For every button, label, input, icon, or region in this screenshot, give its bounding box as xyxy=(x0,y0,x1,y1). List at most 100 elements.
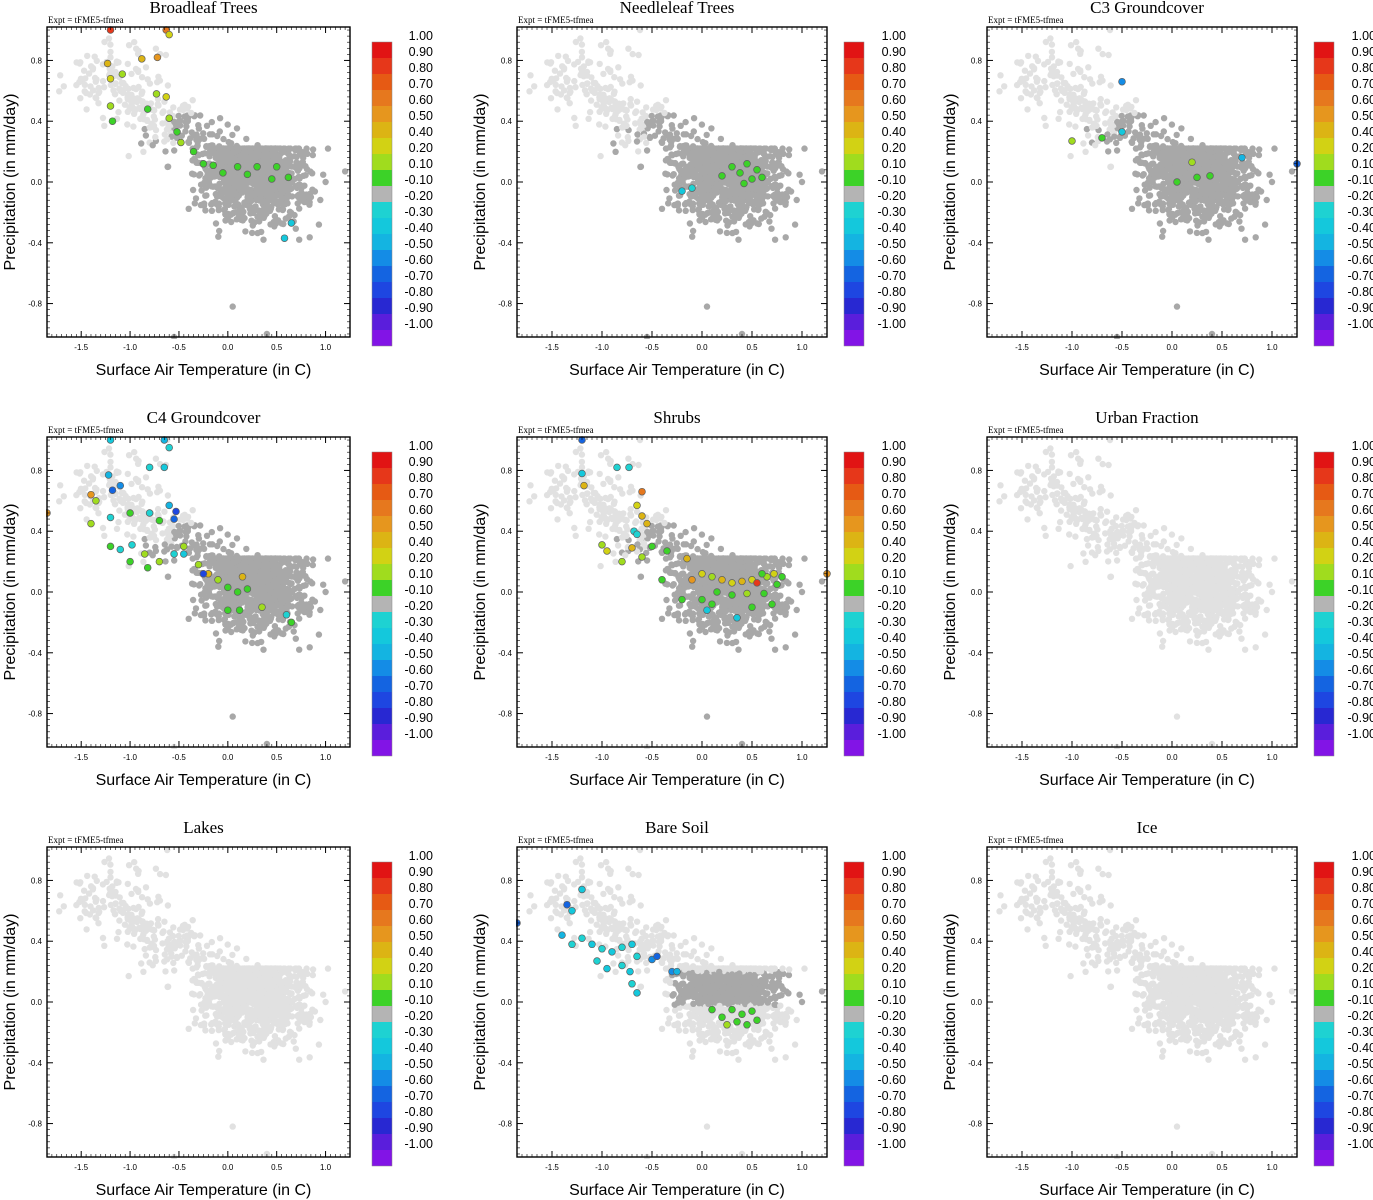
scatter-point xyxy=(81,81,89,89)
x-tick-label: 1.0 xyxy=(1266,343,1278,352)
scatter-point xyxy=(284,194,291,201)
scatter-point xyxy=(189,97,196,104)
highlight-point xyxy=(106,74,115,83)
scatter-point xyxy=(729,229,736,237)
scatter-point xyxy=(694,135,701,143)
scatter-point xyxy=(133,45,140,52)
scatter-point xyxy=(632,109,639,117)
scatter-point xyxy=(1041,77,1048,85)
scatter-point xyxy=(602,123,609,130)
scatter-point xyxy=(1059,87,1066,95)
scatter-point xyxy=(716,228,724,235)
scatter-point xyxy=(585,115,592,123)
scatter-point xyxy=(1231,169,1239,177)
colorbar-swatch xyxy=(1314,266,1334,282)
colorbar-swatch xyxy=(844,58,864,74)
scatter-point xyxy=(1268,178,1276,186)
scatter-point xyxy=(284,160,291,168)
scatter-point xyxy=(674,200,682,207)
scatter-point xyxy=(230,180,238,187)
scatter-point xyxy=(107,41,114,48)
scatter-point xyxy=(140,148,147,155)
scatter-point xyxy=(1113,139,1120,147)
scatter-point xyxy=(1218,220,1225,227)
scatter-point xyxy=(759,185,766,193)
scatter-point xyxy=(1195,163,1202,170)
x-tick-label: -1.0 xyxy=(595,343,609,352)
scatter-point xyxy=(221,178,228,185)
scatter-point xyxy=(60,83,67,90)
scatter-point xyxy=(296,236,303,243)
colorbar-swatch xyxy=(372,138,392,154)
scatter-point xyxy=(1013,81,1021,89)
scatter-point xyxy=(1241,236,1249,243)
scatter-point xyxy=(705,180,712,187)
scatter-point xyxy=(1053,90,1060,98)
scatter-point xyxy=(1249,145,1256,152)
scatter-point xyxy=(295,145,303,152)
scatter-point xyxy=(1070,70,1077,78)
scatter-point xyxy=(649,106,657,113)
scatter-point xyxy=(234,192,242,199)
colorbar-swatch xyxy=(1314,282,1334,298)
scatter-point xyxy=(252,173,259,180)
colorbar-label: 0.50 xyxy=(1352,109,1373,123)
highlight-point xyxy=(1098,134,1106,142)
colorbar-swatch xyxy=(844,90,864,106)
y-tick-label: -0.8 xyxy=(498,300,512,309)
scatter-point xyxy=(571,61,578,68)
expt-label: Expt = tFME5-tfmea xyxy=(988,15,1064,25)
scatter-point xyxy=(774,197,782,204)
scatter-point xyxy=(1136,195,1143,202)
scatter-point xyxy=(215,233,222,240)
scatter-point xyxy=(566,84,574,92)
scatter-point xyxy=(596,60,603,68)
scatter-point xyxy=(152,45,160,52)
scatter-point xyxy=(303,145,310,152)
scatter-point xyxy=(278,186,285,193)
scatter-point xyxy=(1160,115,1168,122)
y-tick-label: -0.4 xyxy=(968,239,982,248)
scatter-point xyxy=(1178,157,1186,164)
scatter-point xyxy=(666,159,674,166)
colorbar-label: 0.60 xyxy=(409,93,433,107)
scatter-point xyxy=(689,227,697,235)
scatter-point xyxy=(1178,125,1185,132)
scatter-point xyxy=(1187,168,1195,175)
highlight-point xyxy=(219,169,227,177)
scatter-point xyxy=(1063,101,1070,108)
scatter-point xyxy=(670,112,677,119)
highlight-point xyxy=(1068,137,1076,145)
scatter-point xyxy=(552,81,559,89)
scatter-point xyxy=(777,182,784,189)
scatter-point xyxy=(572,84,579,91)
scatter-point xyxy=(666,195,673,202)
scatter-point xyxy=(1029,63,1036,70)
scatter-point xyxy=(1062,79,1069,87)
scatter-point xyxy=(651,132,659,139)
scatter-point xyxy=(785,170,792,177)
scatter-point xyxy=(248,229,256,237)
scatter-point xyxy=(162,51,170,59)
scatter-point xyxy=(138,74,146,81)
scatter-point xyxy=(1172,140,1179,147)
colorbar-swatch xyxy=(844,138,864,154)
highlight-point xyxy=(108,117,117,125)
scatter-point xyxy=(152,133,159,141)
highlight-point xyxy=(736,169,744,177)
scatter-point xyxy=(92,78,100,85)
colorbar-swatch xyxy=(372,330,392,346)
scatter-point xyxy=(625,45,632,52)
scatter-point xyxy=(1066,121,1073,128)
scatter-point xyxy=(170,139,177,147)
scatter-point xyxy=(1041,61,1048,68)
scatter-point xyxy=(583,80,591,88)
scatter-point xyxy=(543,81,551,89)
scatter-point xyxy=(246,205,253,213)
scatter-point xyxy=(176,106,184,113)
scatter-point xyxy=(593,101,600,108)
expt-label: Expt = tFME5-tfmea xyxy=(48,15,124,25)
scatter-point xyxy=(1131,109,1138,117)
y-tick-label: 0.0 xyxy=(501,178,513,187)
